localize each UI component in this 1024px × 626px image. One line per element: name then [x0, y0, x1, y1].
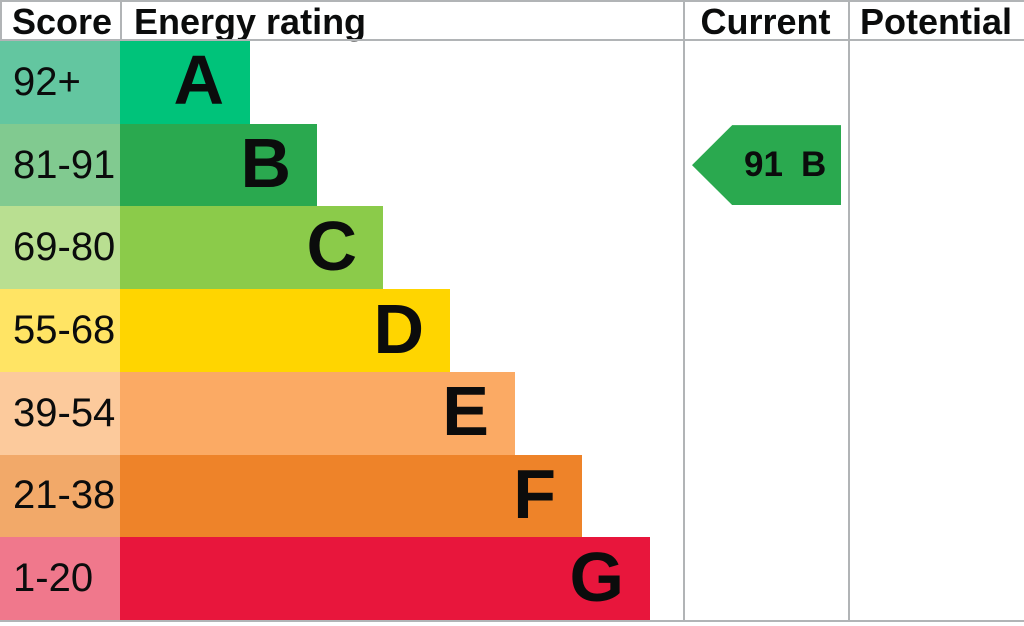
rating-band-row: 55-68 D [0, 289, 1024, 372]
header-potential: Potential [859, 1, 1012, 42]
rating-band-letter: B [240, 124, 291, 203]
rating-band-row: 92+ A [0, 41, 1024, 124]
rating-band-bar: G [120, 537, 650, 621]
rating-band-bar: F [120, 454, 582, 538]
rating-bands: 92+ A 81-91 B 69-80 C 55-68 D 39-54 E 21… [0, 41, 1024, 621]
score-range-label: 21-38 [0, 454, 120, 538]
header-bottom-border [0, 39, 1024, 41]
chart-header-row: Score Energy rating Current Potential [0, 0, 1024, 41]
rating-band-letter: C [306, 206, 357, 285]
header-left-border [0, 0, 2, 39]
score-range-label: 92+ [0, 41, 120, 124]
header-current: Current [700, 1, 831, 42]
rating-band-letter: D [373, 289, 424, 368]
score-range-label: 55-68 [0, 289, 120, 372]
rating-band-row: 39-54 E [0, 371, 1024, 455]
score-range-label: 39-54 [0, 371, 120, 455]
rating-band-bar: E [120, 371, 515, 455]
score-range-label: 1-20 [0, 537, 120, 621]
header-energy-rating: Energy rating [134, 1, 367, 42]
chart-bottom-border [0, 620, 1024, 622]
potential-column-divider [848, 0, 850, 622]
rating-band-bar: C [120, 206, 383, 290]
score-range-label: 69-80 [0, 206, 120, 290]
rating-band-row: 1-20 G [0, 537, 1024, 621]
header-score: Score [12, 1, 113, 42]
current-rating-band: B [800, 145, 827, 185]
current-column-divider [683, 0, 685, 622]
rating-band-bar: D [120, 289, 450, 372]
rating-band-letter: A [173, 41, 224, 120]
score-range-label: 81-91 [0, 123, 120, 207]
rating-band-bar: B [120, 123, 317, 207]
rating-band-letter: E [442, 372, 489, 451]
rating-band-letter: G [569, 537, 624, 616]
rating-band-letter: F [513, 454, 556, 533]
current-rating-score: 91 [744, 145, 783, 185]
score-column-divider [120, 0, 122, 39]
rating-band-row: 21-38 F [0, 454, 1024, 538]
rating-band-row: 81-91 B [0, 123, 1024, 207]
rating-band-row: 69-80 C [0, 206, 1024, 290]
rating-band-bar: A [120, 41, 250, 124]
